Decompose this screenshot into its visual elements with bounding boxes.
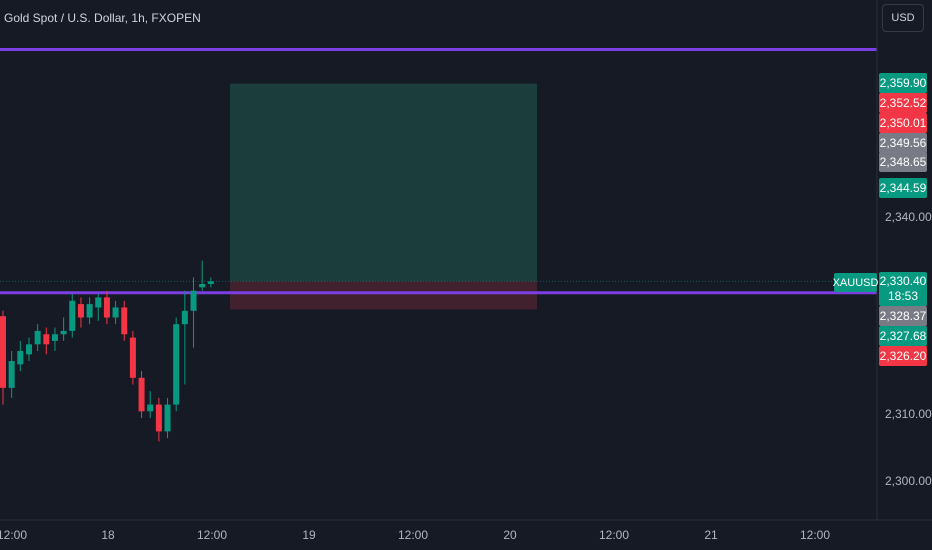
candle-body	[43, 334, 50, 345]
time-axis-label: 20	[503, 528, 517, 542]
price-tag: 2,328.37	[879, 306, 927, 326]
symbol-tag: XAUUSD	[833, 273, 878, 292]
candle-body	[181, 310, 188, 325]
time-axis-label: 19	[302, 528, 316, 542]
price-axis-tick: 2,340.00	[885, 210, 932, 224]
candle-body	[155, 404, 162, 432]
time-axis-label: 12:00	[799, 528, 831, 542]
candle-body	[207, 281, 214, 284]
chart-plot-area[interactable]	[0, 48, 878, 442]
price-tag: 2,359.90	[879, 73, 927, 93]
candle-body	[17, 351, 24, 365]
candle-body	[77, 304, 84, 318]
chart-title: Gold Spot / U.S. Dollar, 1h, FXOPEN	[4, 11, 203, 25]
candle-body	[86, 304, 93, 318]
price-tag: 2,352.52	[879, 93, 927, 113]
price-axis-tick: 2,300.00	[885, 474, 932, 488]
bar-countdown: 18:53	[887, 289, 919, 303]
time-axis-label: 12:00	[196, 528, 228, 542]
candle-body	[164, 404, 171, 432]
candle-body	[190, 290, 197, 311]
candle-body	[69, 300, 76, 331]
candle-body	[112, 307, 119, 318]
time-axis-label: 18	[101, 528, 115, 542]
candle-body	[51, 334, 58, 341]
candles	[0, 260, 214, 442]
last-price-value: 2,330.40	[879, 274, 927, 288]
time-axis-label: 21	[704, 528, 718, 542]
price-tag: 2,349.56	[879, 133, 927, 153]
stop-zone	[230, 281, 537, 310]
target-zone	[230, 83, 537, 282]
price-tag: 2,348.65	[879, 152, 927, 172]
price-tag: 2,344.59	[879, 178, 927, 198]
price-tag: 2,327.68	[879, 326, 927, 346]
candle-body	[147, 404, 154, 412]
currency-button[interactable]: USD	[882, 4, 924, 32]
candle-body	[199, 284, 206, 288]
price-tag: 2,326.20	[879, 346, 927, 366]
candle-body	[103, 297, 110, 318]
horizontal-lines	[0, 48, 877, 295]
price-tag: 2,350.01	[879, 113, 927, 133]
time-axis-label: 12:00	[0, 528, 28, 542]
candle-body	[129, 337, 136, 378]
candle-body	[138, 377, 145, 412]
candle-body	[34, 330, 41, 345]
candle-body	[173, 324, 180, 405]
candle-body	[60, 330, 67, 335]
candle-body	[121, 307, 128, 335]
candle-body	[95, 297, 102, 308]
last-price-tag: 2,330.40 18:53	[879, 272, 927, 306]
candle-body	[0, 316, 6, 388]
candle-body	[25, 344, 32, 355]
candle-body	[8, 361, 15, 388]
time-axis-label: 12:00	[397, 528, 429, 542]
price-axis-tick: 2,310.00	[885, 407, 932, 421]
time-axis-label: 12:00	[598, 528, 630, 542]
